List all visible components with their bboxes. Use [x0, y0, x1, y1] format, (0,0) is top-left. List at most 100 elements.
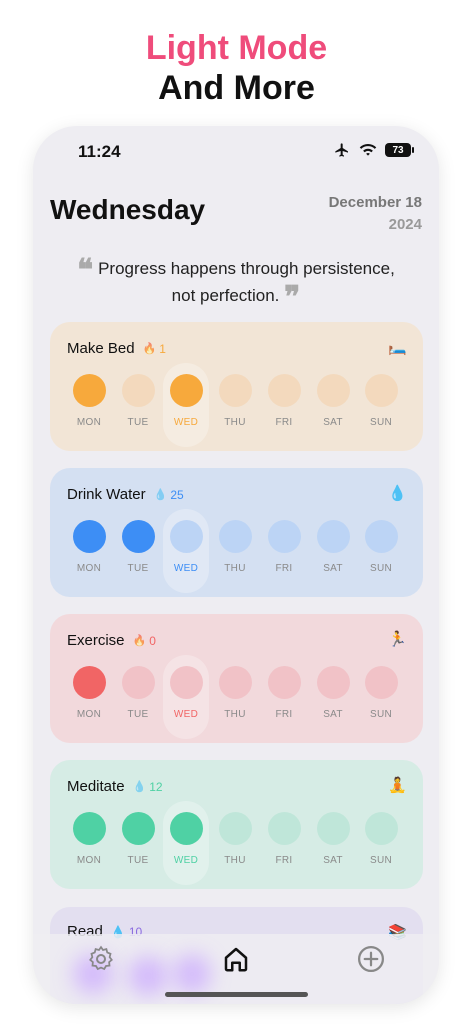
habit-name: Exercise [67, 632, 125, 649]
day-cell-tue[interactable]: TUE [115, 516, 161, 586]
habit-card[interactable]: Meditate 💧 12 🧘 MON TUE WED THU FRI SAT SUN [50, 760, 423, 889]
streak-badge: 🔥 0 [133, 634, 156, 648]
day-cell-fri[interactable]: FRI [261, 808, 307, 878]
day-check-circle[interactable] [268, 666, 301, 699]
day-cell-mon[interactable]: MON [66, 516, 112, 586]
day-cell-sat[interactable]: SAT [310, 808, 356, 878]
flame-icon: 🔥 [142, 343, 157, 355]
plus-circle-icon[interactable] [356, 944, 386, 974]
day-cell-thu[interactable]: THU [212, 662, 258, 732]
habit-card[interactable]: Make Bed 🔥 1 🛏️ MON TUE WED THU FRI SAT SUN [50, 322, 423, 451]
day-label: SUN [369, 709, 392, 720]
day-check-circle[interactable] [365, 520, 398, 553]
day-check-circle[interactable] [317, 812, 350, 845]
day-label: SUN [369, 855, 392, 866]
day-check-circle[interactable] [73, 374, 106, 407]
day-cell-wed[interactable]: WED [163, 509, 209, 593]
day-check-circle[interactable] [365, 374, 398, 407]
day-cell-tue[interactable]: TUE [115, 662, 161, 732]
day-check-circle[interactable] [73, 520, 106, 553]
wifi-icon [359, 143, 377, 156]
day-cell-thu[interactable]: THU [212, 370, 258, 440]
day-cell-mon[interactable]: MON [66, 808, 112, 878]
week-row: MON TUE WED THU FRI SAT SUN [66, 363, 408, 447]
habit-card[interactable]: Exercise 🔥 0 🏃 MON TUE WED THU FRI SAT SUN [50, 614, 423, 743]
day-check-circle[interactable] [122, 812, 155, 845]
habit-emoji: 🏃 [388, 631, 407, 648]
day-check-circle[interactable] [73, 666, 106, 699]
habit-emoji: 🧘 [388, 777, 407, 794]
decor-blob [128, 956, 168, 996]
day-cell-mon[interactable]: MON [66, 662, 112, 732]
streak-count: 0 [149, 633, 156, 648]
day-check-circle[interactable] [219, 520, 252, 553]
day-cell-tue[interactable]: TUE [115, 370, 161, 440]
day-check-circle[interactable] [268, 520, 301, 553]
day-check-circle[interactable] [268, 374, 301, 407]
headline-line-1: Light Mode [145, 29, 328, 67]
week-row: MON TUE WED THU FRI SAT SUN [66, 801, 408, 885]
day-cell-sun[interactable]: SUN [358, 662, 404, 732]
day-check-circle[interactable] [170, 812, 203, 845]
status-bar: 11:24 73 [33, 126, 439, 178]
week-row: MON TUE WED THU FRI SAT SUN [66, 509, 408, 593]
day-label: SAT [323, 417, 343, 428]
day-cell-wed[interactable]: WED [163, 655, 209, 739]
home-icon[interactable] [221, 944, 251, 974]
day-cell-wed[interactable]: WED [163, 801, 209, 885]
day-cell-thu[interactable]: THU [212, 516, 258, 586]
flame-icon: 🔥 [132, 635, 147, 647]
gear-icon[interactable] [86, 944, 116, 974]
day-check-circle[interactable] [219, 666, 252, 699]
battery-level: 73 [392, 144, 404, 156]
day-label: FRI [275, 417, 293, 428]
day-check-circle[interactable] [219, 812, 252, 845]
day-label: SAT [323, 563, 343, 574]
day-check-circle[interactable] [122, 666, 155, 699]
day-label: THU [224, 855, 246, 866]
day-check-circle[interactable] [317, 666, 350, 699]
day-cell-sat[interactable]: SAT [310, 662, 356, 732]
day-check-circle[interactable] [170, 666, 203, 699]
day-cell-fri[interactable]: FRI [261, 516, 307, 586]
day-cell-sat[interactable]: SAT [310, 370, 356, 440]
day-label: WED [173, 709, 199, 720]
day-check-circle[interactable] [317, 520, 350, 553]
day-cell-fri[interactable]: FRI [261, 370, 307, 440]
flame-icon: 💧 [132, 781, 147, 793]
habit-name-wrap: Make Bed 🔥 1 [67, 340, 166, 357]
day-cell-sat[interactable]: SAT [310, 516, 356, 586]
day-check-circle[interactable] [365, 666, 398, 699]
day-cell-sun[interactable]: SUN [358, 370, 404, 440]
day-label: WED [173, 417, 199, 428]
day-cell-mon[interactable]: MON [66, 370, 112, 440]
day-cell-tue[interactable]: TUE [115, 808, 161, 878]
year-label: 2024 [388, 216, 422, 233]
status-time: 11:24 [78, 142, 121, 161]
habit-emoji: 💧 [388, 485, 407, 502]
day-cell-wed[interactable]: WED [163, 363, 209, 447]
day-cell-sun[interactable]: SUN [358, 808, 404, 878]
week-row: MON TUE WED THU FRI SAT SUN [66, 655, 408, 739]
day-cell-sun[interactable]: SUN [358, 516, 404, 586]
day-check-circle[interactable] [170, 520, 203, 553]
day-check-circle[interactable] [219, 374, 252, 407]
habit-name: Drink Water [67, 486, 146, 503]
day-check-circle[interactable] [122, 520, 155, 553]
day-check-circle[interactable] [170, 374, 203, 407]
habit-name-wrap: Drink Water 💧 25 [67, 486, 184, 503]
day-cell-fri[interactable]: FRI [261, 662, 307, 732]
day-label: THU [224, 709, 246, 720]
day-cell-thu[interactable]: THU [212, 808, 258, 878]
day-check-circle[interactable] [365, 812, 398, 845]
day-title: Wednesday [50, 194, 206, 225]
day-label: THU [224, 563, 246, 574]
habit-card[interactable]: Drink Water 💧 25 💧 MON TUE WED THU FRI SAT SUN [50, 468, 423, 597]
day-check-circle[interactable] [317, 374, 350, 407]
day-check-circle[interactable] [122, 374, 155, 407]
day-check-circle[interactable] [73, 812, 106, 845]
day-label: WED [173, 855, 199, 866]
day-check-circle[interactable] [268, 812, 301, 845]
day-label: SAT [323, 855, 343, 866]
day-label: FRI [275, 855, 293, 866]
